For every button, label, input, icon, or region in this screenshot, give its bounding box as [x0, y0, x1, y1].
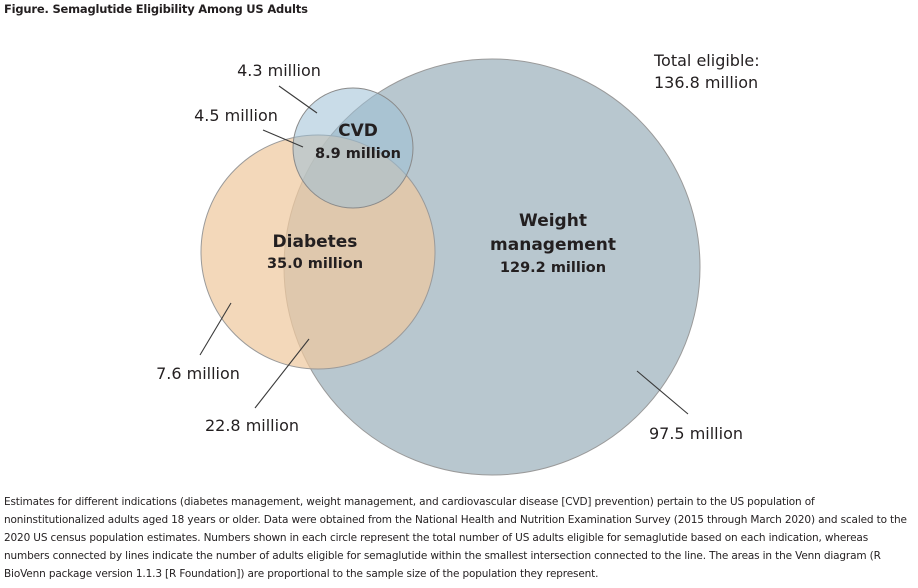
cvd-circle: [292, 87, 414, 209]
callout-diabetes-weight: 22.8 million: [205, 416, 299, 435]
leader-line-all-three: [262, 129, 304, 148]
callout-diabetes-only: 7.6 million: [156, 364, 240, 383]
cvd-label: CVD: [338, 121, 378, 141]
leader-line-cvd-weight: [278, 85, 318, 114]
diabetes-label: Diabetes: [273, 232, 358, 252]
figure-caption: Estimates for different indications (dia…: [4, 496, 907, 580]
callout-all-three: 4.5 million: [194, 106, 278, 125]
leader-line-diabetes-weight: [254, 338, 310, 409]
cvd-value: 8.9 million: [315, 146, 401, 162]
leader-line-weight-only: [636, 370, 689, 415]
callout-weight-only: 97.5 million: [649, 424, 743, 443]
venn-diagram: CVD 8.9 million Diabetes 35.0 million We…: [156, 51, 760, 476]
total-eligible-label: Total eligible:: [653, 51, 760, 70]
callout-cvd-weight: 4.3 million: [237, 61, 321, 80]
total-eligible-value: 136.8 million: [654, 73, 758, 92]
diabetes-value: 35.0 million: [267, 256, 363, 272]
figure-title: Figure. Semaglutide Eligibility Among US…: [4, 2, 308, 16]
weight-management-label-line1: Weight: [519, 211, 587, 231]
leader-line-diabetes-only: [199, 302, 232, 356]
weight-management-label-line2: management: [490, 235, 616, 255]
weight-management-value: 129.2 million: [500, 260, 606, 276]
